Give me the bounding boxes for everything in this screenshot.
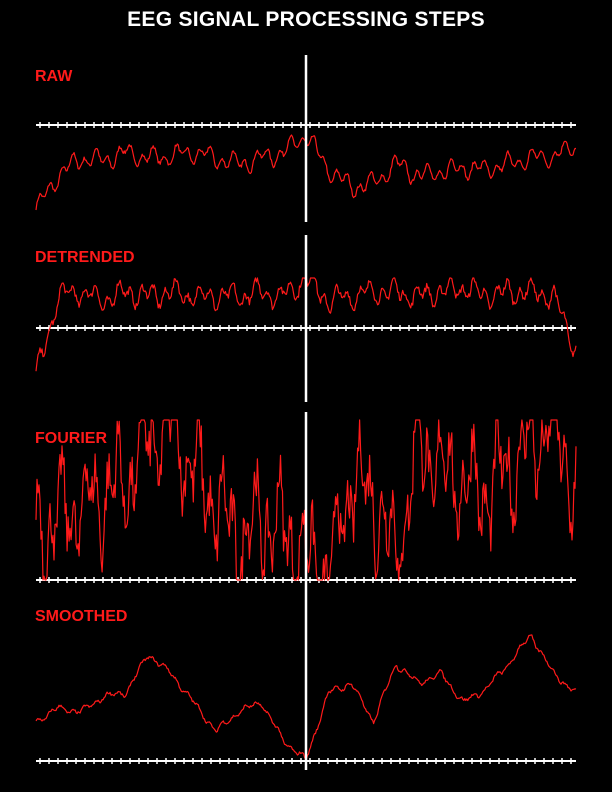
panel-label-fourier: FOURIER <box>35 430 107 447</box>
panel-label-smoothed: SMOOTHED <box>35 608 128 625</box>
panel-detrended <box>35 235 577 402</box>
panel-label-detrended: DETRENDED <box>35 249 135 266</box>
panel-raw <box>35 55 576 222</box>
panel-label-raw: RAW <box>35 68 73 85</box>
page-title: EEG SIGNAL PROCESSING STEPS <box>127 8 485 31</box>
panel-fourier <box>35 412 577 590</box>
panel-smoothed <box>35 590 577 770</box>
